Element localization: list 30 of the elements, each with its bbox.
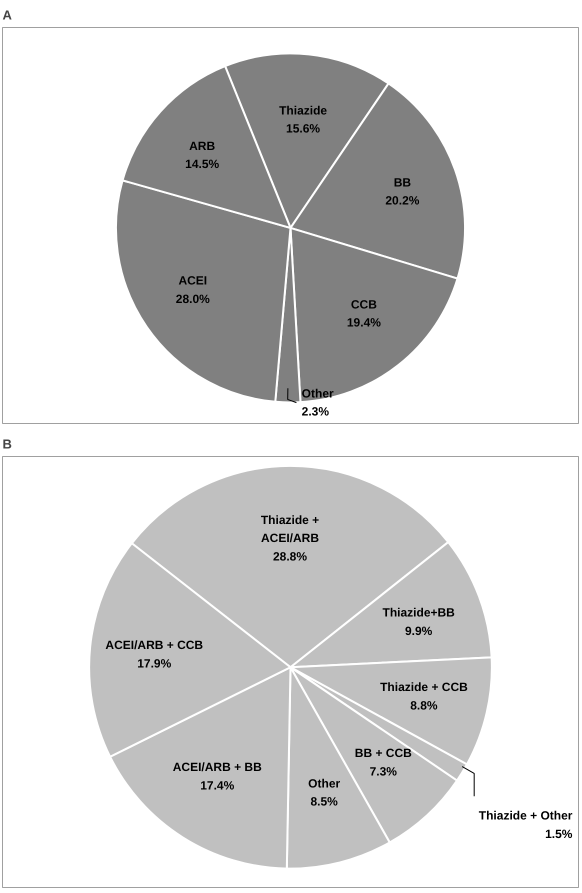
slice-label: Thiazide+BB [382, 606, 456, 620]
data-label: 28.8% [272, 549, 308, 564]
slice-label: CCB [350, 297, 378, 312]
data-label: 17.9% [137, 656, 172, 670]
data-label: 2.3% [302, 404, 330, 419]
slice-label: Thiazide [279, 103, 328, 118]
slice-label: BB + CCB [354, 746, 412, 760]
slice-label: Thiazide + Other [478, 808, 573, 823]
data-label: 7.3% [370, 764, 398, 778]
data-label: 8.5% [310, 794, 338, 808]
data-label: 20.2% [385, 194, 420, 208]
slice-label: ACEI [178, 274, 208, 288]
data-label: 14.5% [185, 157, 220, 172]
data-label: 1.5% [545, 826, 573, 841]
slice-label: Other [302, 386, 334, 401]
data-label: 28.0% [176, 292, 210, 306]
text: A [2, 8, 12, 22]
slice-label: Other [308, 776, 341, 790]
slice-label: ACEI/ARB + CCB [105, 638, 204, 652]
slice-label: Thiazide + ACEI/ARB [260, 512, 320, 546]
data-label: 19.4% [346, 316, 382, 330]
data-label: 17.4% [200, 778, 235, 792]
chart-title: B [2, 436, 12, 452]
slice-label: ACEI/ARB + BB [172, 760, 262, 774]
data-label: 8.8% [410, 698, 438, 712]
slice-label: Thiazide + CCB [380, 680, 468, 694]
data-label: 9.9% [405, 624, 433, 638]
slice-label: ARB [189, 139, 216, 153]
data-label: 15.6% [286, 122, 320, 136]
slice-label: BB [394, 175, 412, 190]
